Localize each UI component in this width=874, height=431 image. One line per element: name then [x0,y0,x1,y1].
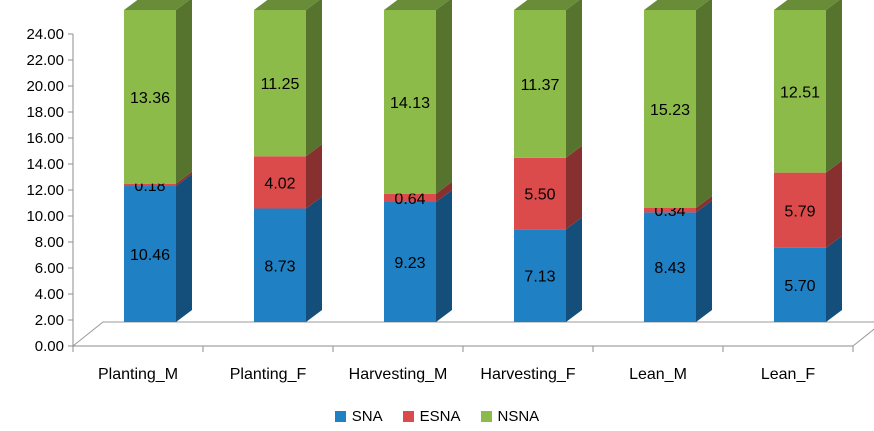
y-tick-label: 2.00 [35,312,64,329]
bar-side-nsna [826,0,842,173]
legend: SNA ESNA NSNA [0,404,874,428]
bar-side-sna [436,190,452,322]
y-tick-label: 22.00 [26,52,64,69]
legend-swatch-sna [334,410,346,422]
bar-segment-sna [384,202,436,322]
y-tick-label: 18.00 [26,104,64,121]
bar-top-nsna [254,0,320,10]
bar-side-nsna [436,0,452,194]
bar-segment-esna [384,193,436,203]
legend-swatch-esna [402,410,414,422]
bar-side-nsna [176,0,192,184]
data-label-sna: 5.70 [784,278,815,295]
bar-top-nsna [774,0,840,10]
data-label-esna: 0.64 [394,191,425,208]
bar-segment-nsna [774,10,826,173]
bar-top-nsna [384,0,450,10]
bar-segment-esna [124,183,176,187]
data-label-sna: 9.23 [394,255,425,272]
data-label-sna: 7.13 [524,269,555,286]
legend-label-sna: SNA [351,407,383,425]
data-label-nsna: 14.13 [390,95,430,112]
bar-segment-esna [514,157,566,230]
data-label-esna: 5.50 [524,187,555,204]
x-tick-label: Planting_M [98,366,178,383]
data-label-esna: 5.79 [784,203,815,220]
data-label-nsna: 15.23 [650,102,690,119]
bar-side-esna [306,144,322,209]
x-tick-label: Planting_F [230,366,307,383]
bar-segment-sna [254,208,306,322]
data-label-sna: 10.46 [130,247,170,264]
bar-top-nsna [514,0,580,10]
y-tick-label: 20.00 [26,78,64,95]
y-tick-label: 16.00 [26,130,64,147]
data-label-esna: 4.02 [264,175,295,192]
bar-segment-esna [644,207,696,213]
bar-side-esna [176,171,192,187]
bar-side-sna [566,217,582,322]
bar-segment-esna [774,172,826,248]
bar-segment-sna [644,212,696,322]
y-tick-label: 0.00 [35,338,64,355]
bar-side-nsna [696,0,712,208]
bar-segment-nsna [254,10,306,157]
x-tick-label: Harvesting_F [480,366,575,383]
chart-floor [71,321,874,347]
bar-side-sna [176,174,192,322]
bar-segment-sna [774,247,826,322]
bar-side-sna [696,200,712,322]
y-tick-label: 14.00 [26,156,64,173]
legend-swatch-nsna [480,410,492,422]
bar-segment-esna [254,156,306,209]
y-tick-label: 12.00 [26,182,64,199]
bar-segment-nsna [124,10,176,184]
y-tick-label: 8.00 [35,234,64,251]
legend-item-nsna: NSNA [480,407,540,425]
y-tick-label: 10.00 [26,208,64,225]
y-tick-label: 24.00 [26,26,64,43]
bar-segment-sna [124,186,176,322]
bar-side-esna [436,181,452,203]
bar-side-esna [696,195,712,213]
data-label-sna: 8.73 [264,258,295,275]
legend-label-nsna: NSNA [497,407,540,425]
bar-side-esna [826,160,842,248]
bar-side-sna [306,196,322,322]
data-label-nsna: 12.51 [780,84,820,101]
bar-side-esna [566,145,582,230]
x-tick-label: Lean_F [761,366,815,383]
bar-segment-sna [514,229,566,322]
bar-side-nsna [306,0,322,157]
bar-segment-nsna [644,10,696,208]
y-tick-label: 6.00 [35,260,64,277]
bar-segment-nsna [514,10,566,158]
legend-item-esna: ESNA [402,407,461,425]
bar-side-sna [826,235,842,322]
data-label-nsna: 13.36 [130,90,170,107]
data-label-nsna: 11.37 [521,77,560,94]
data-label-nsna: 11.25 [261,76,300,93]
legend-label-esna: ESNA [419,407,461,425]
legend-item-sna: SNA [334,407,383,425]
y-tick-label: 4.00 [35,286,64,303]
x-tick-label: Harvesting_M [349,366,448,383]
data-label-sna: 8.43 [654,260,685,277]
chart-canvas: 0.00 2.00 4.00 6.00 8.00 10.00 12.00 14.00 16.00… [26,0,874,383]
x-tick-label: Lean_M [629,366,687,383]
bar-segment-nsna [384,10,436,194]
bar-side-nsna [566,0,582,158]
bar-top-nsna [644,0,710,10]
bar-top-nsna [124,0,190,10]
